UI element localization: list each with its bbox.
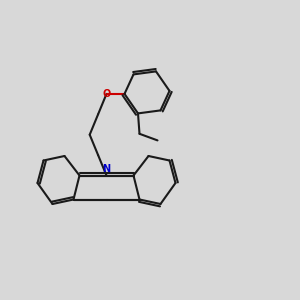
Text: O: O: [102, 89, 111, 99]
Text: N: N: [102, 164, 111, 174]
